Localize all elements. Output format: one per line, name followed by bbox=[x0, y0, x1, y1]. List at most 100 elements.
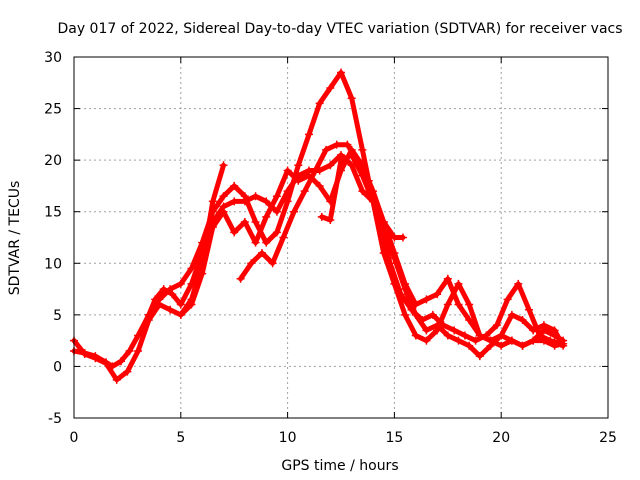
data-point bbox=[155, 295, 164, 304]
x-axis-label: GPS time / hours bbox=[281, 458, 398, 474]
data-point bbox=[272, 207, 281, 216]
data-point bbox=[559, 341, 568, 350]
data-point bbox=[460, 331, 469, 340]
data-point bbox=[262, 238, 271, 247]
data-point bbox=[304, 130, 313, 139]
data-point bbox=[465, 341, 474, 350]
data-point bbox=[300, 187, 309, 196]
data-point bbox=[219, 207, 228, 216]
data-point bbox=[166, 285, 175, 294]
data-point bbox=[343, 140, 352, 149]
series-layer bbox=[70, 68, 568, 384]
data-point bbox=[283, 166, 292, 175]
data-point bbox=[443, 331, 452, 340]
y-tick-label: -5 bbox=[48, 411, 62, 427]
y-tick-label: 15 bbox=[44, 205, 62, 221]
data-point bbox=[443, 300, 452, 309]
data-point bbox=[219, 161, 228, 170]
data-point bbox=[503, 295, 512, 304]
data-point bbox=[294, 161, 303, 170]
data-point bbox=[443, 274, 452, 283]
data-point bbox=[236, 274, 245, 283]
y-tick-label: 5 bbox=[53, 308, 62, 324]
data-point bbox=[315, 181, 324, 190]
data-point bbox=[475, 331, 484, 340]
data-point bbox=[518, 316, 527, 325]
data-point bbox=[433, 290, 442, 299]
data-point bbox=[411, 331, 420, 340]
data-point bbox=[112, 375, 121, 384]
data-point bbox=[294, 176, 303, 185]
data-point bbox=[166, 305, 175, 314]
data-point bbox=[240, 218, 249, 227]
data-point bbox=[390, 248, 399, 257]
x-tick-label: 15 bbox=[385, 430, 403, 446]
data-point bbox=[230, 228, 239, 237]
data-point bbox=[398, 233, 407, 242]
data-point bbox=[358, 161, 367, 170]
data-point bbox=[524, 305, 533, 314]
series-line bbox=[319, 152, 566, 359]
data-point bbox=[326, 197, 335, 206]
data-point bbox=[262, 197, 271, 206]
data-point bbox=[347, 145, 356, 154]
data-point bbox=[116, 357, 125, 366]
data-point bbox=[123, 367, 132, 376]
data-point bbox=[251, 238, 260, 247]
data-point bbox=[251, 218, 260, 227]
data-point bbox=[422, 326, 431, 335]
data-point bbox=[475, 352, 484, 361]
data-point bbox=[379, 218, 388, 227]
y-tick-label: 25 bbox=[44, 102, 62, 118]
data-point bbox=[358, 187, 367, 196]
data-point bbox=[347, 94, 356, 103]
data-point bbox=[125, 346, 134, 355]
data-series-6 bbox=[176, 145, 568, 350]
data-point bbox=[465, 316, 474, 325]
data-point bbox=[433, 321, 442, 330]
data-point bbox=[337, 68, 345, 77]
x-tick-label: 5 bbox=[176, 430, 185, 446]
data-point bbox=[311, 166, 320, 175]
data-point bbox=[208, 197, 217, 206]
data-point bbox=[257, 248, 266, 257]
grid bbox=[74, 57, 608, 418]
data-point bbox=[486, 336, 495, 345]
data-point bbox=[208, 207, 217, 216]
x-tick-label: 25 bbox=[599, 430, 617, 446]
data-point bbox=[262, 212, 271, 221]
data-point bbox=[230, 181, 239, 190]
data-point bbox=[401, 310, 410, 319]
data-point bbox=[176, 310, 185, 319]
data-point bbox=[454, 300, 463, 309]
data-point bbox=[396, 290, 405, 299]
data-point bbox=[332, 140, 341, 149]
data-point bbox=[283, 197, 292, 206]
chart-title: Day 017 of 2022, Sidereal Day-to-day VTE… bbox=[57, 21, 622, 37]
data-point bbox=[454, 279, 463, 288]
data-point bbox=[272, 228, 281, 237]
data-point bbox=[386, 259, 395, 268]
x-tick-label: 10 bbox=[279, 430, 297, 446]
data-point bbox=[187, 300, 196, 309]
data-point bbox=[539, 321, 548, 330]
data-point bbox=[411, 300, 420, 309]
data-point bbox=[507, 310, 516, 319]
data-point bbox=[219, 192, 228, 201]
data-point bbox=[326, 215, 335, 224]
data-point bbox=[168, 290, 177, 299]
data-point bbox=[102, 359, 111, 368]
data-point bbox=[290, 207, 299, 216]
data-point bbox=[91, 354, 100, 363]
data-point bbox=[198, 269, 207, 278]
data-point bbox=[422, 295, 431, 304]
data-point bbox=[422, 336, 431, 345]
data-point bbox=[497, 331, 506, 340]
data-point bbox=[315, 99, 324, 108]
y-axis-label: SDTVAR / TECUs bbox=[7, 181, 23, 296]
data-point bbox=[272, 192, 281, 201]
data-point bbox=[550, 341, 559, 350]
data-point bbox=[369, 187, 378, 196]
